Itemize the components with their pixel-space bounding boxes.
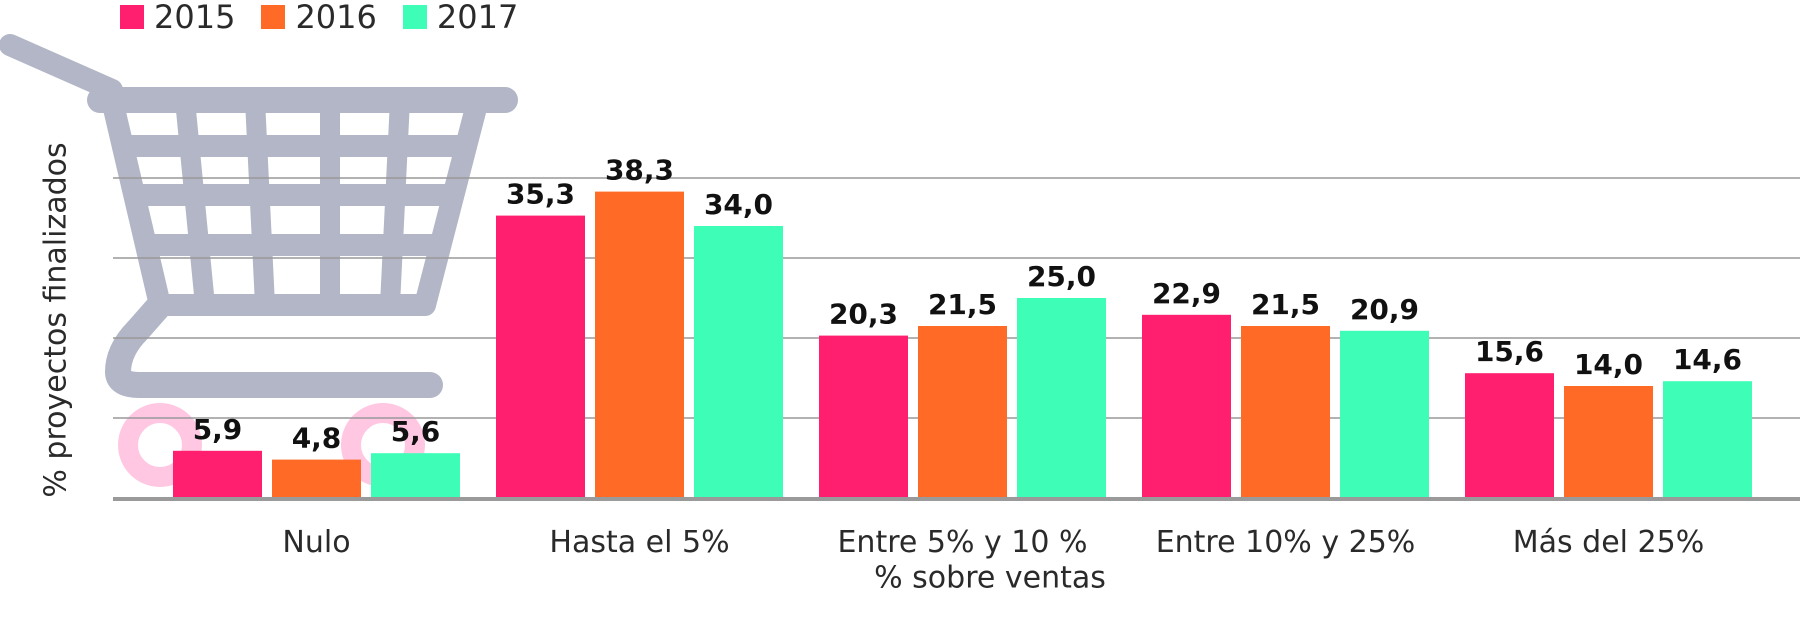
category-label-1: Hasta el 5% xyxy=(549,525,729,560)
bar-2017-2 xyxy=(1017,298,1106,498)
legend-item-2015: 2015 xyxy=(120,0,235,36)
value-label-2015-2: 20,3 xyxy=(829,298,898,331)
bar-2017-3 xyxy=(1340,330,1429,498)
legend-item-2017: 2017 xyxy=(402,0,519,36)
value-label-2016-4: 14,0 xyxy=(1574,348,1643,381)
x-axis-label: % sobre ventas xyxy=(874,560,1106,596)
bar-2016-3 xyxy=(1241,326,1330,498)
bar-2016-1 xyxy=(595,191,684,498)
value-label-2016-2: 21,5 xyxy=(928,288,997,321)
legend-label-2015: 2015 xyxy=(154,0,236,36)
y-axis-label: % proyectos finalizados xyxy=(38,142,74,498)
bar-2015-4 xyxy=(1465,373,1554,498)
bar-2015-3 xyxy=(1142,314,1231,498)
value-label-2017-1: 34,0 xyxy=(704,188,773,221)
bar-2016-4 xyxy=(1564,386,1653,498)
value-label-2017-2: 25,0 xyxy=(1027,260,1096,293)
legend: 2015 2016 2017 xyxy=(120,0,519,36)
legend-item-2016: 2016 xyxy=(261,0,377,36)
value-label-2015-4: 15,6 xyxy=(1475,335,1544,368)
bar-2016-2 xyxy=(918,326,1007,498)
category-label-0: Nulo xyxy=(282,525,350,560)
bar-2015-2 xyxy=(819,335,908,498)
legend-label-2017: 2017 xyxy=(436,0,519,36)
value-label-2017-0: 5,6 xyxy=(391,415,441,448)
value-label-2016-0: 4,8 xyxy=(292,422,342,455)
bar-2015-0 xyxy=(173,450,262,498)
value-label-2016-3: 21,5 xyxy=(1251,288,1320,321)
category-label-4: Más del 25% xyxy=(1513,525,1704,560)
legend-label-2016: 2016 xyxy=(295,0,377,36)
value-label-2015-0: 5,9 xyxy=(193,413,243,446)
legend-swatch-2017 xyxy=(402,5,427,29)
bar-2016-0 xyxy=(272,459,361,498)
value-label-2017-3: 20,9 xyxy=(1350,293,1419,326)
value-labels: 5,9 4,8 5,6 35,3 38,3 34,0 20,3 21,5 25,0 22,9 21,… xyxy=(193,154,1742,455)
shopping-cart-icon xyxy=(0,34,518,487)
legend-swatch-2015 xyxy=(120,5,144,29)
bar-2017-0 xyxy=(371,453,460,498)
value-label-2015-3: 22,9 xyxy=(1152,277,1221,310)
value-label-2015-1: 35,3 xyxy=(506,178,575,211)
bar-2015-1 xyxy=(496,215,585,498)
value-label-2016-1: 38,3 xyxy=(605,154,674,187)
bar-2017-1 xyxy=(694,226,783,498)
category-labels: Nulo Hasta el 5% Entre 5% y 10 % Entre 10% … xyxy=(282,525,1704,560)
category-label-3: Entre 10% y 25% xyxy=(1156,525,1416,560)
bar-2017-4 xyxy=(1663,381,1752,498)
legend-swatch-2016 xyxy=(261,5,286,29)
bars xyxy=(173,191,1752,498)
cart-wheel-left xyxy=(118,403,202,487)
value-label-2017-4: 14,6 xyxy=(1673,343,1742,376)
category-label-2: Entre 5% y 10 % xyxy=(837,525,1087,560)
